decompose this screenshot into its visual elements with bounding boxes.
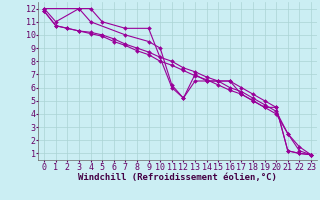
X-axis label: Windchill (Refroidissement éolien,°C): Windchill (Refroidissement éolien,°C) bbox=[78, 173, 277, 182]
